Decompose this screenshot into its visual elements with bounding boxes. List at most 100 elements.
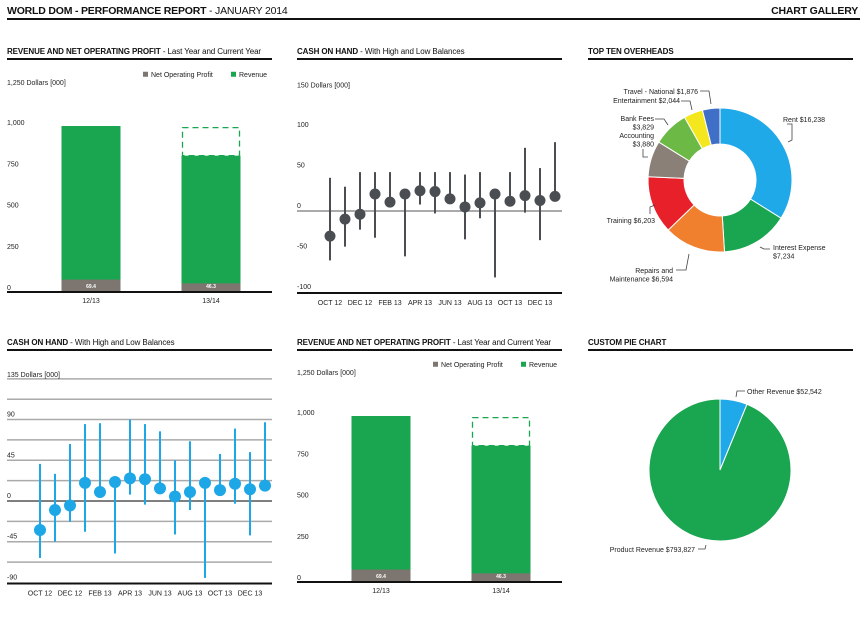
panel-divider xyxy=(588,349,853,351)
net-operating-profit-bar xyxy=(351,569,411,581)
x-tick-label: DEC 13 xyxy=(528,300,553,307)
y-tick-label: 500 xyxy=(7,203,19,210)
x-tick-label: DEC 13 xyxy=(238,590,263,597)
x-tick-label: 12/13 xyxy=(82,298,100,305)
leader-line xyxy=(655,118,669,126)
slice-label: Bank Fees xyxy=(621,116,655,123)
cash-point xyxy=(49,504,61,517)
leader-line xyxy=(676,253,690,271)
panel-divider xyxy=(588,58,853,60)
bar-chart: 1,250 Dollars [000] 0 250 500 750 1,000 Net Op… xyxy=(7,71,272,305)
slice-label: Interest Expense xyxy=(773,245,826,252)
slice-label: Other Revenue $52,542 xyxy=(747,389,822,396)
y-tick-label: -100 xyxy=(297,284,311,291)
panel-title-revenue-bottom: REVENUE AND NET OPERATING PROFIT - Last … xyxy=(297,338,551,347)
x-tick-label: OCT 12 xyxy=(318,300,342,307)
leader-line xyxy=(681,100,693,111)
y-tick-label: 50 xyxy=(297,163,305,170)
panel-divider xyxy=(7,58,272,60)
x-tick-label: 13/14 xyxy=(492,588,510,595)
slice-label: Repairs and xyxy=(635,268,673,275)
leader-line xyxy=(787,123,793,143)
legend-swatch-revenue xyxy=(231,71,236,77)
revenue-bar xyxy=(471,445,531,581)
y-tick-label: 500 xyxy=(297,493,309,500)
cash-point xyxy=(199,476,211,489)
cash-point xyxy=(519,190,531,202)
cash-point xyxy=(549,190,561,202)
y-tick-label: 100 xyxy=(297,122,309,129)
x-tick-label: FEB 13 xyxy=(88,590,111,597)
y-tick-label: -90 xyxy=(7,574,17,581)
panel-title-cash-bottom: CASH ON HAND - With High and Low Balance… xyxy=(7,338,175,347)
cash-point xyxy=(79,476,91,489)
cash-point xyxy=(399,188,411,200)
x-tick-label: AUG 13 xyxy=(468,300,493,307)
panel-divider xyxy=(297,349,562,351)
bar-value-label: 46.3 xyxy=(496,574,506,580)
legend-label: Net Operating Profit xyxy=(441,362,503,369)
panel-title-revenue-top: REVENUE AND NET OPERATING PROFIT - Last … xyxy=(7,47,261,56)
y-axis-label: 1,250 Dollars [000] xyxy=(7,80,66,87)
pie-chart: Other Revenue $52,542 Product Revenue $79… xyxy=(610,389,822,554)
revenue-bar xyxy=(181,155,241,291)
y-tick-label: 0 xyxy=(297,575,301,582)
cash-point xyxy=(534,194,546,206)
cash-point xyxy=(459,201,471,213)
bar-chart: 1,250 Dollars [000] 0 250 500 750 1,000 Net Op… xyxy=(297,361,562,595)
leader-line xyxy=(700,90,712,105)
y-tick-label: 0 xyxy=(7,493,11,500)
x-tick-label: JUN 13 xyxy=(148,590,171,597)
legend-swatch-nop xyxy=(143,71,148,77)
cash-point xyxy=(169,490,181,503)
leader-line xyxy=(642,149,648,158)
y-tick-label: -50 xyxy=(297,244,307,251)
x-tick-label: AUG 13 xyxy=(178,590,203,597)
cash-point xyxy=(244,483,256,496)
cash-point xyxy=(154,482,166,495)
slice-label: $3,880 xyxy=(633,142,655,149)
donut-chart: Rent $16,238 Interest Expense $7,234 Repair… xyxy=(607,89,826,284)
net-operating-profit-bar xyxy=(471,573,531,581)
slice-label: Entertainment $2,044 xyxy=(613,98,680,105)
y-axis-label: 135 Dollars [000] xyxy=(7,372,60,379)
cash-point xyxy=(369,188,381,200)
y-tick-label: 90 xyxy=(7,412,15,419)
y-tick-label: 750 xyxy=(7,161,19,168)
y-tick-label: 45 xyxy=(7,452,15,459)
y-tick-label: 0 xyxy=(297,203,301,210)
cash-point xyxy=(354,208,366,220)
bar-value-label: 69.4 xyxy=(86,284,96,290)
x-tick-label: 12/13 xyxy=(372,588,390,595)
x-tick-label: OCT 13 xyxy=(208,590,232,597)
range-dot-chart: 150 Dollars [000] -100 -50 0 50 100 OCT 12 DEC … xyxy=(297,83,562,307)
panel-divider xyxy=(297,58,562,60)
slice-label: Maintenance $6,594 xyxy=(610,277,674,284)
chart-gallery-link[interactable]: CHART GALLERY xyxy=(771,5,858,17)
target-outline xyxy=(181,127,241,157)
legend-label: Revenue xyxy=(239,72,267,79)
y-tick-label: 250 xyxy=(297,534,309,541)
cash-point xyxy=(384,196,396,208)
x-tick-label: DEC 12 xyxy=(348,300,373,307)
cash-point xyxy=(259,479,271,492)
cash-point xyxy=(474,197,486,209)
x-tick-label: JUN 13 xyxy=(438,300,461,307)
slice-label: $3,829 xyxy=(633,125,655,132)
panel-divider xyxy=(7,349,272,351)
legend-swatch-nop xyxy=(433,361,438,367)
bar-value-label: 69.4 xyxy=(376,574,386,580)
cash-point xyxy=(109,475,121,488)
cash-point xyxy=(324,230,336,242)
net-operating-profit-bar xyxy=(61,279,121,291)
header-divider xyxy=(7,18,860,20)
cash-point xyxy=(124,472,136,485)
cash-point xyxy=(34,523,46,536)
net-operating-profit-bar xyxy=(181,283,241,291)
y-tick-label: 0 xyxy=(7,285,11,292)
pie-slice xyxy=(648,398,792,542)
target-outline xyxy=(471,416,531,447)
y-tick-label: 750 xyxy=(297,451,309,458)
